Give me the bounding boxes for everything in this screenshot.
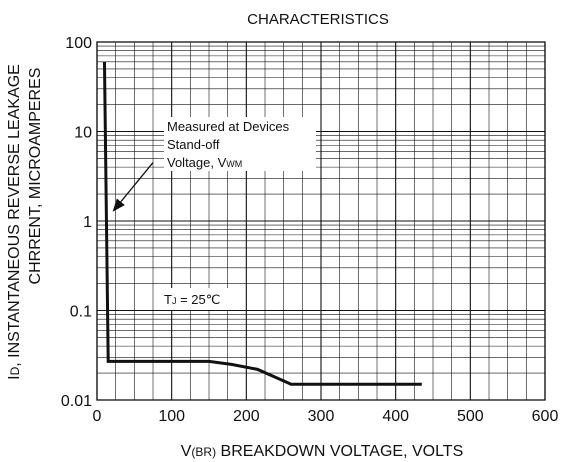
annotation-measured-line1: Measured at Devices xyxy=(167,119,290,134)
y-axis-label-line1: ID, INSTANTANEOUS REVERSE LEAKAGE xyxy=(6,64,23,380)
series-line xyxy=(102,61,422,386)
plot-frame xyxy=(96,41,546,401)
y-tick-label: 1 xyxy=(83,214,92,231)
chart-title: CHARACTERISTICS xyxy=(247,11,389,28)
y-tick-label: 0.1 xyxy=(70,304,92,321)
series-layer xyxy=(102,61,422,386)
annotation-measured-line2: Stand-off xyxy=(167,137,220,152)
x-tick-label: 200 xyxy=(233,408,260,425)
annotation-measured-line3: Voltage, VWM xyxy=(167,155,242,170)
gridlines xyxy=(96,41,546,401)
x-tick-label: 600 xyxy=(532,408,559,425)
annotation-background xyxy=(164,117,316,171)
x-tick-label: 0 xyxy=(93,408,102,425)
tj-background xyxy=(160,288,232,310)
x-tick-label: 300 xyxy=(308,408,335,425)
y-axis-label-line2: CHRRENT, MICROAMPERES xyxy=(27,68,44,285)
x-tick-label: 400 xyxy=(382,408,409,425)
y-tick-labels: 0.01 0.1 1 10 100 xyxy=(61,35,92,410)
x-tick-labels: 0 100 200 300 400 500 600 xyxy=(93,408,559,425)
x-tick-label: 100 xyxy=(158,408,185,425)
y-tick-label: 10 xyxy=(74,125,92,142)
y-tick-label: 0.01 xyxy=(61,393,92,410)
x-tick-label: 500 xyxy=(457,408,484,425)
tj-annotation: TJ = 25℃ xyxy=(164,292,220,307)
x-axis-label: V(BR) BREAKDOWN VOLTAGE, VOLTS xyxy=(181,443,464,460)
y-tick-label: 100 xyxy=(65,35,92,52)
annotation-arrow xyxy=(112,162,154,212)
